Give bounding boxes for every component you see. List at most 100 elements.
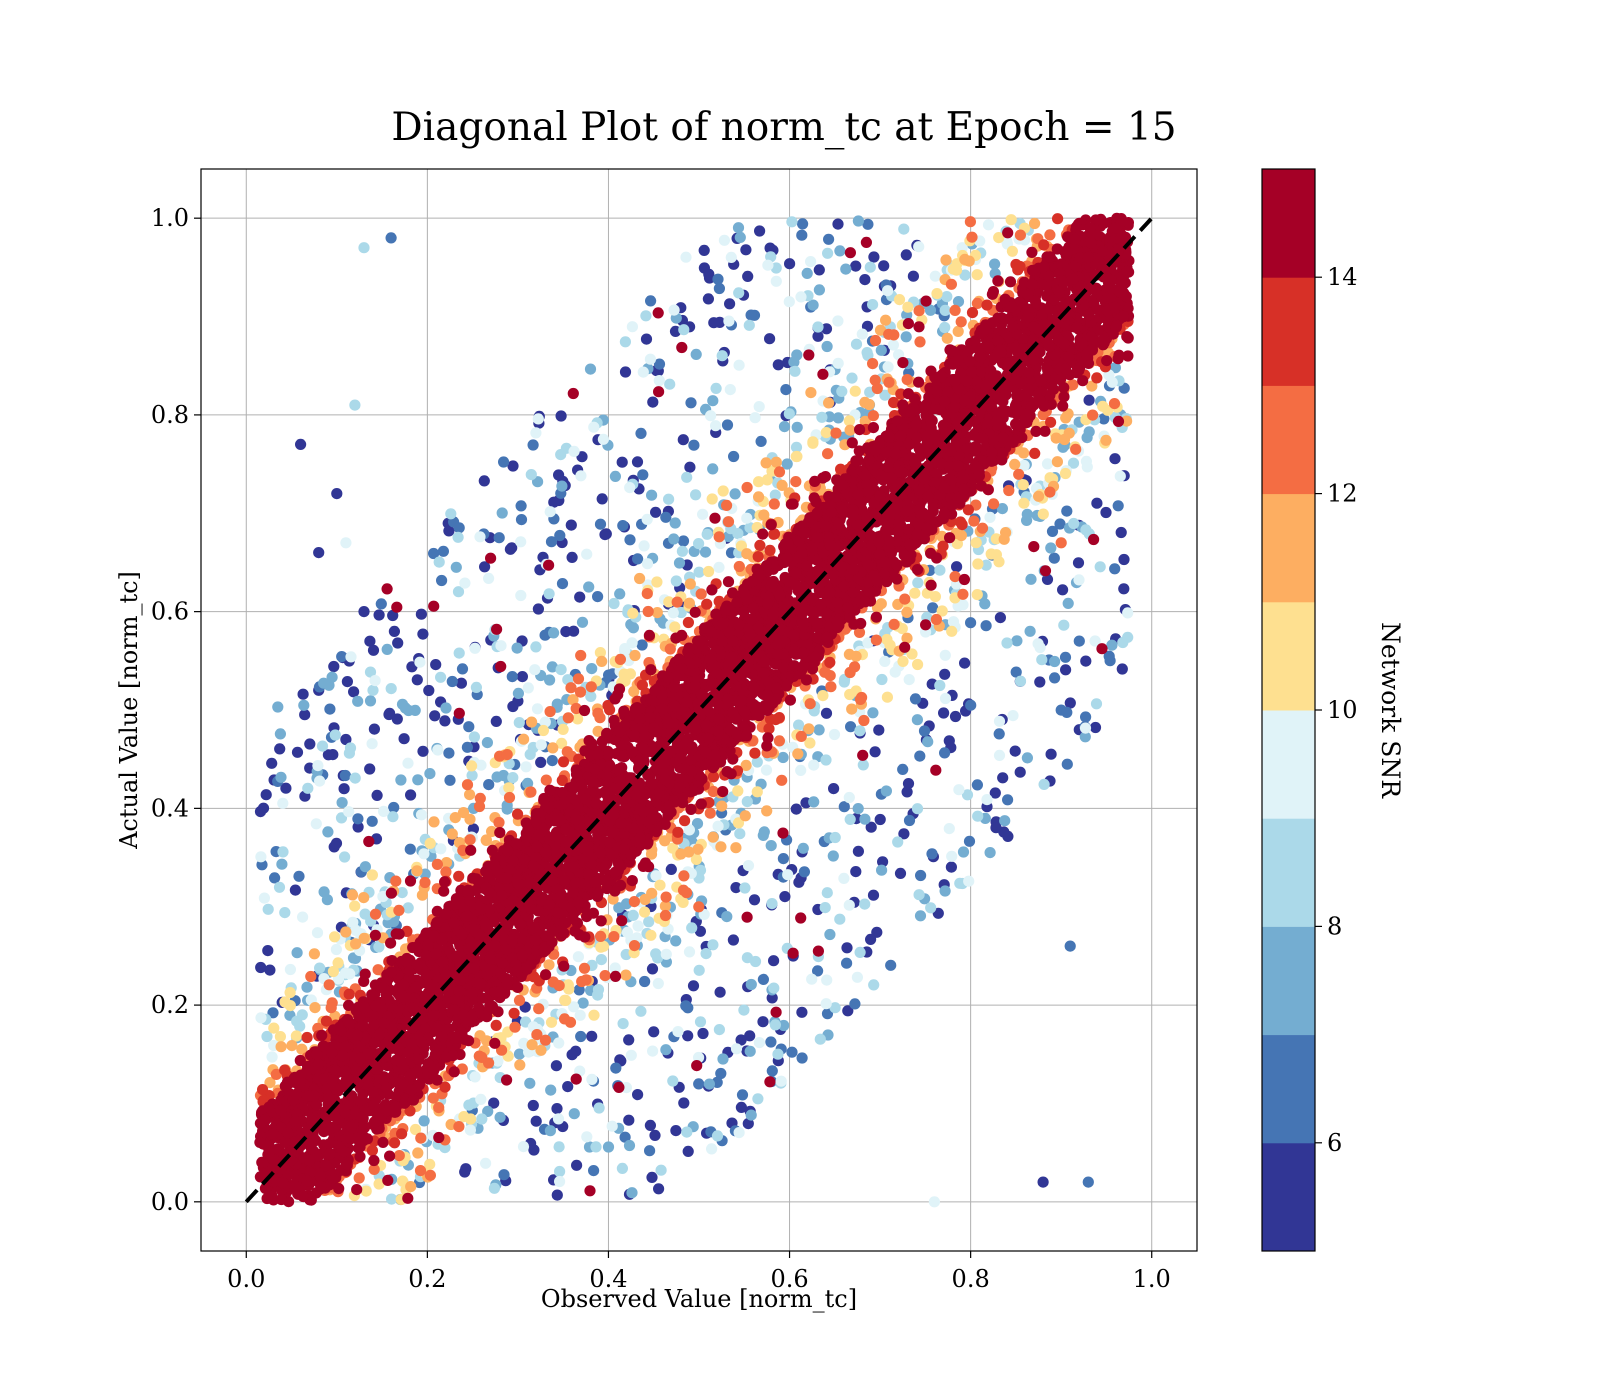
scatter-point (734, 231, 746, 243)
scatter-point (698, 262, 711, 274)
scatter-point (645, 664, 657, 676)
scatter-point (616, 915, 628, 927)
scatter-point (262, 903, 274, 915)
scatter-point (336, 651, 348, 663)
scatter-point (913, 889, 925, 901)
scatter-point (934, 679, 946, 692)
scatter-point (595, 915, 607, 927)
scatter-point (343, 747, 355, 759)
scatter-point (552, 1113, 565, 1125)
scatter-point (875, 344, 887, 356)
scatter-point (424, 768, 436, 780)
scatter-point (544, 506, 556, 518)
scatter-point (659, 909, 672, 922)
scatter-point (512, 687, 525, 700)
scatter-point (385, 232, 397, 244)
scatter-point (532, 413, 544, 425)
scatter-point (348, 686, 360, 698)
scatter-point (812, 330, 824, 342)
scatter-point (924, 304, 937, 316)
scatter-point (311, 927, 324, 939)
scatter-point (639, 975, 651, 988)
scatter-point (478, 475, 490, 487)
scatter-point (277, 797, 289, 809)
scatter-point (574, 1009, 586, 1021)
scatter-point (1013, 468, 1025, 480)
scatter-point (675, 848, 687, 860)
scatter-point (845, 721, 857, 733)
scatter-point (275, 771, 287, 783)
scatter-point (695, 798, 707, 810)
scatter-point (963, 835, 976, 847)
scatter-point (485, 552, 497, 564)
scatter-point (1054, 518, 1066, 530)
scatter-point (854, 946, 866, 959)
scatter-point (806, 663, 819, 675)
scatter-point (518, 733, 530, 745)
scatter-point (619, 366, 632, 378)
scatter-point (822, 448, 834, 460)
scatter-point (427, 1092, 439, 1104)
scatter-point (1039, 565, 1052, 577)
scatter-point (713, 1024, 726, 1036)
scatter-point (1072, 557, 1085, 569)
scatter-point (544, 706, 556, 718)
scatter-point (642, 605, 654, 618)
scatter-point (786, 1046, 798, 1058)
scatter-point (913, 241, 925, 253)
scatter-point (909, 693, 922, 705)
scatter-point (849, 998, 861, 1010)
scatter-point (1112, 415, 1125, 427)
scatter-point (396, 1128, 408, 1140)
scatter-point (717, 485, 729, 497)
scatter-point (772, 1048, 784, 1060)
scatter-point (330, 943, 342, 956)
scatter-point (546, 755, 558, 767)
scatter-point (557, 723, 569, 736)
scatter-point (592, 725, 604, 737)
scatter-point (603, 669, 615, 681)
scatter-point (860, 236, 873, 248)
scatter-point (976, 522, 989, 534)
scatter-point (369, 908, 382, 920)
scatter-point (939, 649, 951, 661)
scatter-point (305, 970, 317, 983)
scatter-point (513, 717, 525, 729)
scatter-point (1010, 666, 1022, 678)
scatter-point (980, 559, 992, 571)
scatter-point (453, 707, 465, 719)
scatter-point (1121, 415, 1133, 427)
scatter-point (1058, 391, 1070, 403)
scatter-point (532, 603, 545, 615)
scatter-point (939, 668, 951, 680)
scatter-point (533, 1003, 545, 1015)
scatter-point (1007, 710, 1019, 722)
scatter-point (714, 986, 726, 998)
scatter-point (506, 542, 518, 554)
scatter-point (1068, 517, 1080, 530)
scatter-point (727, 587, 739, 599)
scatter-point (668, 533, 680, 545)
scatter-point (821, 340, 833, 353)
scatter-point (457, 844, 469, 857)
scatter-point (1034, 676, 1046, 688)
scatter-point (429, 710, 441, 722)
scatter-point (264, 964, 276, 976)
scatter-point (1073, 635, 1085, 647)
scatter-point (576, 616, 589, 628)
scatter-point (1077, 375, 1089, 387)
scatter-point (574, 686, 587, 698)
scatter-point (364, 695, 377, 707)
scatter-point (530, 1115, 542, 1127)
scatter-point (728, 450, 740, 463)
scatter-point (641, 513, 653, 526)
scatter-point (545, 1016, 558, 1028)
scatter-point (626, 321, 639, 333)
scatter-point (770, 456, 782, 468)
scatter-point (1079, 722, 1092, 734)
scatter-point (703, 565, 715, 578)
scatter-point (466, 769, 478, 782)
scatter-point (660, 511, 672, 523)
scatter-point (1037, 1176, 1049, 1188)
scatter-point (453, 870, 465, 882)
